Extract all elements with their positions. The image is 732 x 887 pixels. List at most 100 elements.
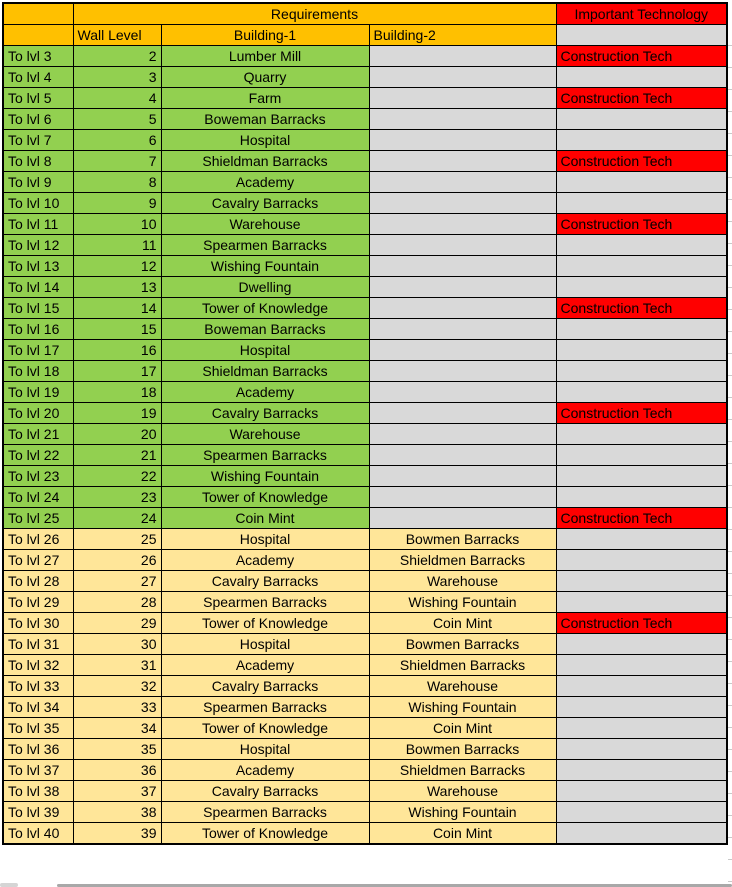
building1-cell[interactable]: Warehouse <box>160 423 370 445</box>
building2-cell[interactable] <box>368 171 557 193</box>
tech-cell[interactable] <box>555 66 728 88</box>
building2-cell[interactable] <box>368 297 557 319</box>
building2-cell[interactable] <box>368 318 557 340</box>
building2-cell[interactable]: Shieldmen Barracks <box>368 549 557 571</box>
level-cell[interactable]: To lvl 12 <box>2 234 74 256</box>
wall-level-cell[interactable]: 28 <box>72 591 162 613</box>
building1-cell[interactable]: Hospital <box>160 129 370 151</box>
wall-level-cell[interactable]: 24 <box>72 507 162 529</box>
wall-level-cell[interactable]: 4 <box>72 87 162 109</box>
building2-cell[interactable] <box>368 276 557 298</box>
building2-cell[interactable] <box>368 66 557 88</box>
tech-cell[interactable] <box>555 549 728 571</box>
building1-cell[interactable]: Dwelling <box>160 276 370 298</box>
tech-cell[interactable] <box>555 276 728 298</box>
level-cell[interactable]: To lvl 20 <box>2 402 74 424</box>
wall-level-cell[interactable]: 13 <box>72 276 162 298</box>
wall-level-cell[interactable]: 18 <box>72 381 162 403</box>
tech-cell[interactable] <box>555 822 728 845</box>
building1-cell[interactable]: Quarry <box>160 66 370 88</box>
tech-cell[interactable] <box>555 444 728 466</box>
level-cell[interactable]: To lvl 24 <box>2 486 74 508</box>
wall-level-cell[interactable]: 17 <box>72 360 162 382</box>
tech-cell[interactable] <box>555 360 728 382</box>
wall-level-cell[interactable]: 26 <box>72 549 162 571</box>
building2-cell[interactable] <box>368 129 557 151</box>
building2-cell[interactable] <box>368 444 557 466</box>
building2-cell[interactable] <box>368 507 557 529</box>
tech-cell[interactable] <box>555 108 728 130</box>
wall-level-cell[interactable]: 20 <box>72 423 162 445</box>
tech-cell[interactable] <box>555 465 728 487</box>
level-cell[interactable]: To lvl 31 <box>2 633 74 655</box>
wall-level-cell[interactable]: 7 <box>72 150 162 172</box>
building1-cell[interactable]: Warehouse <box>160 213 370 235</box>
level-cell[interactable]: To lvl 14 <box>2 276 74 298</box>
level-cell[interactable]: To lvl 25 <box>2 507 74 529</box>
building1-cell[interactable]: Academy <box>160 759 370 781</box>
building1-cell[interactable]: Cavalry Barracks <box>160 675 370 697</box>
important-technology-header-cell[interactable]: Important Technology <box>555 2 728 25</box>
level-cell[interactable]: To lvl 27 <box>2 549 74 571</box>
building1-cell[interactable]: Tower of Knowledge <box>160 297 370 319</box>
building2-header-cell[interactable]: Building-2 <box>368 24 557 46</box>
tech-cell[interactable]: Construction Tech <box>555 45 728 67</box>
building1-cell[interactable]: Tower of Knowledge <box>160 486 370 508</box>
building2-cell[interactable] <box>368 108 557 130</box>
wall-level-cell[interactable]: 29 <box>72 612 162 634</box>
building2-cell[interactable]: Shieldmen Barracks <box>368 654 557 676</box>
wall-level-cell[interactable]: 15 <box>72 318 162 340</box>
building1-cell[interactable]: Coin Mint <box>160 507 370 529</box>
building2-cell[interactable] <box>368 234 557 256</box>
building2-cell[interactable] <box>368 213 557 235</box>
wall-level-cell[interactable]: 2 <box>72 45 162 67</box>
tech-cell[interactable] <box>555 633 728 655</box>
building2-cell[interactable]: Bowmen Barracks <box>368 738 557 760</box>
tech-cell[interactable] <box>555 801 728 823</box>
level-cell[interactable]: To lvl 22 <box>2 444 74 466</box>
building2-cell[interactable]: Bowmen Barracks <box>368 633 557 655</box>
level-cell[interactable]: To lvl 9 <box>2 171 74 193</box>
requirements-header-cell[interactable]: Requirements <box>72 2 557 25</box>
building1-cell[interactable]: Academy <box>160 381 370 403</box>
wall-level-cell[interactable]: 25 <box>72 528 162 550</box>
building2-cell[interactable] <box>368 465 557 487</box>
building2-cell[interactable]: Warehouse <box>368 675 557 697</box>
level-cell[interactable]: To lvl 16 <box>2 318 74 340</box>
level-cell[interactable]: To lvl 34 <box>2 696 74 718</box>
building1-cell[interactable]: Shieldman Barracks <box>160 360 370 382</box>
building2-cell[interactable]: Wishing Fountain <box>368 801 557 823</box>
level-cell[interactable]: To lvl 36 <box>2 738 74 760</box>
building1-cell[interactable]: Wishing Fountain <box>160 255 370 277</box>
wall-level-cell[interactable]: 30 <box>72 633 162 655</box>
building2-cell[interactable]: Wishing Fountain <box>368 696 557 718</box>
level-cell[interactable]: To lvl 15 <box>2 297 74 319</box>
wall-level-cell[interactable]: 6 <box>72 129 162 151</box>
wall-level-cell[interactable]: 34 <box>72 717 162 739</box>
wall-level-cell[interactable]: 11 <box>72 234 162 256</box>
building1-cell[interactable]: Tower of Knowledge <box>160 822 370 845</box>
tech-cell[interactable]: Construction Tech <box>555 402 728 424</box>
building1-cell[interactable]: Cavalry Barracks <box>160 402 370 424</box>
tech-cell[interactable]: Construction Tech <box>555 150 728 172</box>
building1-cell[interactable]: Cavalry Barracks <box>160 192 370 214</box>
tech-cell[interactable] <box>555 234 728 256</box>
tech-cell[interactable]: Construction Tech <box>555 612 728 634</box>
tech-cell[interactable] <box>555 696 728 718</box>
building1-cell[interactable]: Academy <box>160 171 370 193</box>
wall-level-cell[interactable]: 3 <box>72 66 162 88</box>
wall-level-cell[interactable]: 27 <box>72 570 162 592</box>
tech-cell[interactable] <box>555 570 728 592</box>
wall-level-cell[interactable]: 36 <box>72 759 162 781</box>
tech-cell[interactable] <box>555 780 728 802</box>
level-cell[interactable]: To lvl 33 <box>2 675 74 697</box>
level-cell[interactable]: To lvl 30 <box>2 612 74 634</box>
horizontal-scrollbar-thumb[interactable] <box>57 884 732 887</box>
wall-level-cell[interactable]: 33 <box>72 696 162 718</box>
level-cell[interactable]: To lvl 39 <box>2 801 74 823</box>
tech-cell[interactable]: Construction Tech <box>555 87 728 109</box>
tech-cell[interactable] <box>555 423 728 445</box>
building2-cell[interactable]: Shieldmen Barracks <box>368 759 557 781</box>
wall-level-cell[interactable]: 19 <box>72 402 162 424</box>
wall-level-cell[interactable]: 9 <box>72 192 162 214</box>
